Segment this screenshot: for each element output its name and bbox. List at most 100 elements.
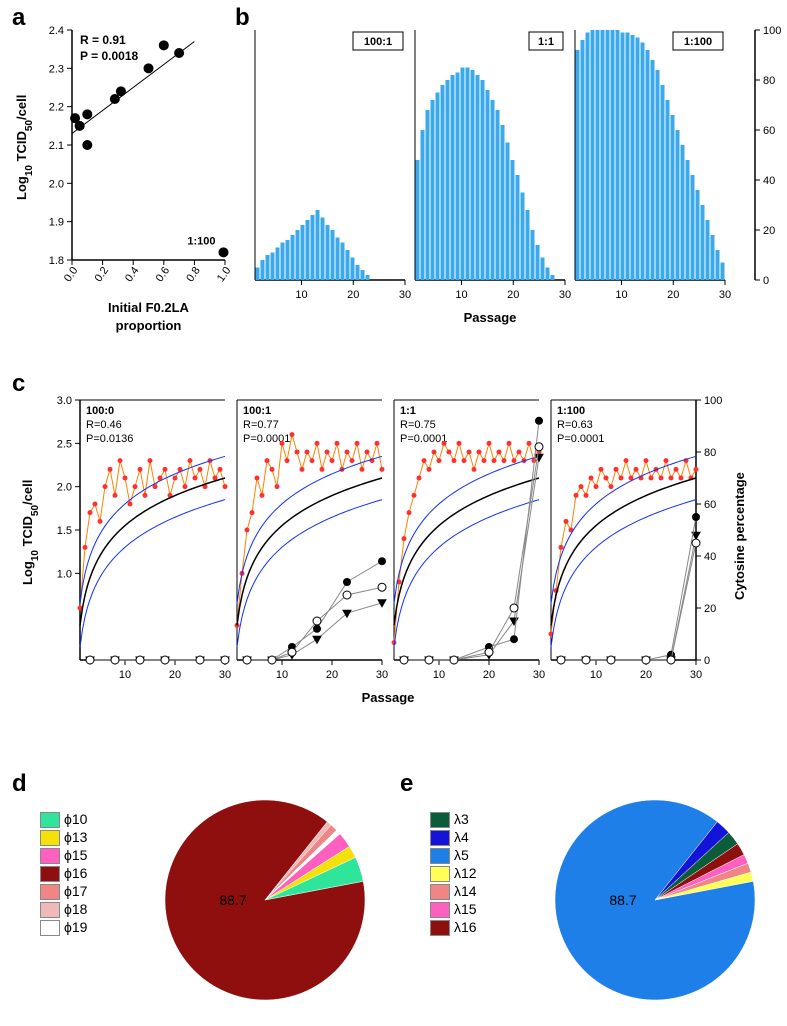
svg-text:10: 10 — [615, 289, 627, 301]
svg-text:30: 30 — [219, 669, 231, 681]
svg-text:R=0.46: R=0.46 — [86, 419, 122, 431]
legend-item: ϕ17 — [40, 882, 87, 900]
legend-label: λ5 — [454, 847, 469, 863]
legend-label: ϕ19 — [64, 919, 87, 935]
legend-label: ϕ16 — [64, 865, 87, 881]
legend-item: λ4 — [430, 828, 477, 846]
legend-swatch — [40, 884, 60, 900]
svg-text:30: 30 — [399, 289, 411, 301]
svg-text:0.0: 0.0 — [62, 265, 81, 284]
panel-e-container: λ3 λ4 λ5 λ12 λ14 λ15 λ16 88.7 — [430, 790, 780, 1020]
panel-label-d: d — [12, 770, 27, 798]
legend-label: λ16 — [454, 919, 477, 935]
legend-item: ϕ13 — [40, 828, 87, 846]
svg-text:2.3: 2.3 — [49, 63, 64, 75]
svg-text:20: 20 — [763, 225, 775, 237]
svg-text:1.8: 1.8 — [49, 255, 64, 267]
svg-text:40: 40 — [704, 551, 716, 563]
svg-text:100:0: 100:0 — [86, 405, 114, 417]
legend-swatch — [430, 920, 450, 936]
legend-label: λ4 — [454, 829, 469, 845]
svg-text:20: 20 — [507, 289, 519, 301]
svg-text:1:100: 1:100 — [187, 235, 215, 247]
legend-label: ϕ10 — [64, 811, 87, 827]
svg-text:20: 20 — [704, 603, 716, 615]
legend-swatch — [430, 812, 450, 828]
legend-swatch — [40, 902, 60, 918]
legend-label: ϕ13 — [64, 829, 87, 845]
svg-text:30: 30 — [719, 289, 731, 301]
svg-text:Passage: Passage — [362, 690, 415, 705]
svg-text:1.0: 1.0 — [57, 568, 72, 580]
legend-label: λ3 — [454, 811, 469, 827]
svg-text:20: 20 — [326, 669, 338, 681]
svg-text:Passage: Passage — [464, 310, 517, 325]
panel-label-e: e — [400, 770, 413, 798]
svg-text:30: 30 — [690, 669, 702, 681]
svg-text:Cytosine percentage: Cytosine percentage — [732, 472, 747, 600]
figure-root: a b c d e 1.81.92.02.12.22.32.40.00.20.4… — [0, 0, 787, 1026]
svg-text:60: 60 — [763, 125, 775, 137]
legend-item: ϕ16 — [40, 864, 87, 882]
legend-label: λ15 — [454, 901, 477, 917]
svg-text:80: 80 — [704, 447, 716, 459]
svg-text:R = 0.91: R = 0.91 — [80, 33, 126, 47]
svg-text:P=0.0001: P=0.0001 — [400, 433, 447, 445]
legend-label: ϕ18 — [64, 901, 87, 917]
svg-text:10: 10 — [590, 669, 602, 681]
svg-text:3.0: 3.0 — [57, 395, 72, 407]
svg-text:Log10 TCID50/cell: Log10 TCID50/cell — [20, 480, 41, 585]
svg-text:10: 10 — [433, 669, 445, 681]
svg-text:10: 10 — [455, 289, 467, 301]
svg-text:88.7: 88.7 — [219, 892, 246, 908]
svg-text:10: 10 — [119, 669, 131, 681]
legend-swatch — [430, 848, 450, 864]
svg-text:30: 30 — [533, 669, 545, 681]
svg-text:20: 20 — [483, 669, 495, 681]
svg-text:R=0.63: R=0.63 — [557, 419, 593, 431]
svg-text:80: 80 — [763, 75, 775, 87]
legend-item: λ15 — [430, 900, 477, 918]
legend-label: ϕ17 — [64, 883, 87, 899]
svg-text:1:100: 1:100 — [557, 405, 585, 417]
legend-swatch — [40, 848, 60, 864]
svg-text:1.0: 1.0 — [215, 265, 234, 284]
svg-text:Initial F0.2LA: Initial F0.2LA — [108, 300, 190, 315]
legend-item: ϕ19 — [40, 918, 87, 936]
legend-label: λ14 — [454, 883, 477, 899]
svg-text:0.4: 0.4 — [123, 265, 142, 284]
legend-item: ϕ15 — [40, 846, 87, 864]
svg-text:0.8: 0.8 — [184, 265, 203, 284]
svg-text:Log10 TCID50/cell: Log10 TCID50/cell — [14, 95, 35, 200]
legend-swatch — [430, 866, 450, 882]
panel-e-pie: 88.7 — [540, 790, 780, 1020]
legend-item: ϕ10 — [40, 810, 87, 828]
legend-swatch — [40, 920, 60, 936]
svg-text:P=0.0001: P=0.0001 — [557, 433, 604, 445]
svg-text:0.6: 0.6 — [154, 265, 173, 284]
svg-text:20: 20 — [347, 289, 359, 301]
svg-text:100:1: 100:1 — [243, 405, 271, 417]
legend-swatch — [40, 830, 60, 846]
svg-text:1:100: 1:100 — [684, 36, 712, 48]
legend-item: λ14 — [430, 882, 477, 900]
svg-text:30: 30 — [559, 289, 571, 301]
svg-text:2.0: 2.0 — [57, 482, 72, 494]
svg-text:2.0: 2.0 — [49, 178, 64, 190]
legend-item: λ16 — [430, 918, 477, 936]
panel-a-chart: 1.81.92.02.12.22.32.40.00.20.40.60.81.0L… — [0, 10, 235, 370]
legend-label: λ12 — [454, 865, 477, 881]
legend-swatch — [40, 812, 60, 828]
legend-label: ϕ15 — [64, 847, 87, 863]
svg-text:100: 100 — [704, 395, 722, 407]
svg-text:0: 0 — [704, 655, 710, 667]
svg-text:1.9: 1.9 — [49, 217, 64, 229]
legend-swatch — [430, 830, 450, 846]
svg-text:1.5: 1.5 — [57, 525, 72, 537]
svg-text:40: 40 — [763, 175, 775, 187]
panel-d-container: ϕ10 ϕ13 ϕ15 ϕ16 ϕ17 ϕ18 ϕ19 88.7 — [40, 790, 390, 1020]
legend-item: λ3 — [430, 810, 477, 828]
svg-text:100:1: 100:1 — [364, 36, 392, 48]
svg-text:R=0.75: R=0.75 — [400, 419, 436, 431]
panel-c-chart: 1.01.52.02.53.0Log10 TCID50/cell02040608… — [0, 370, 787, 770]
